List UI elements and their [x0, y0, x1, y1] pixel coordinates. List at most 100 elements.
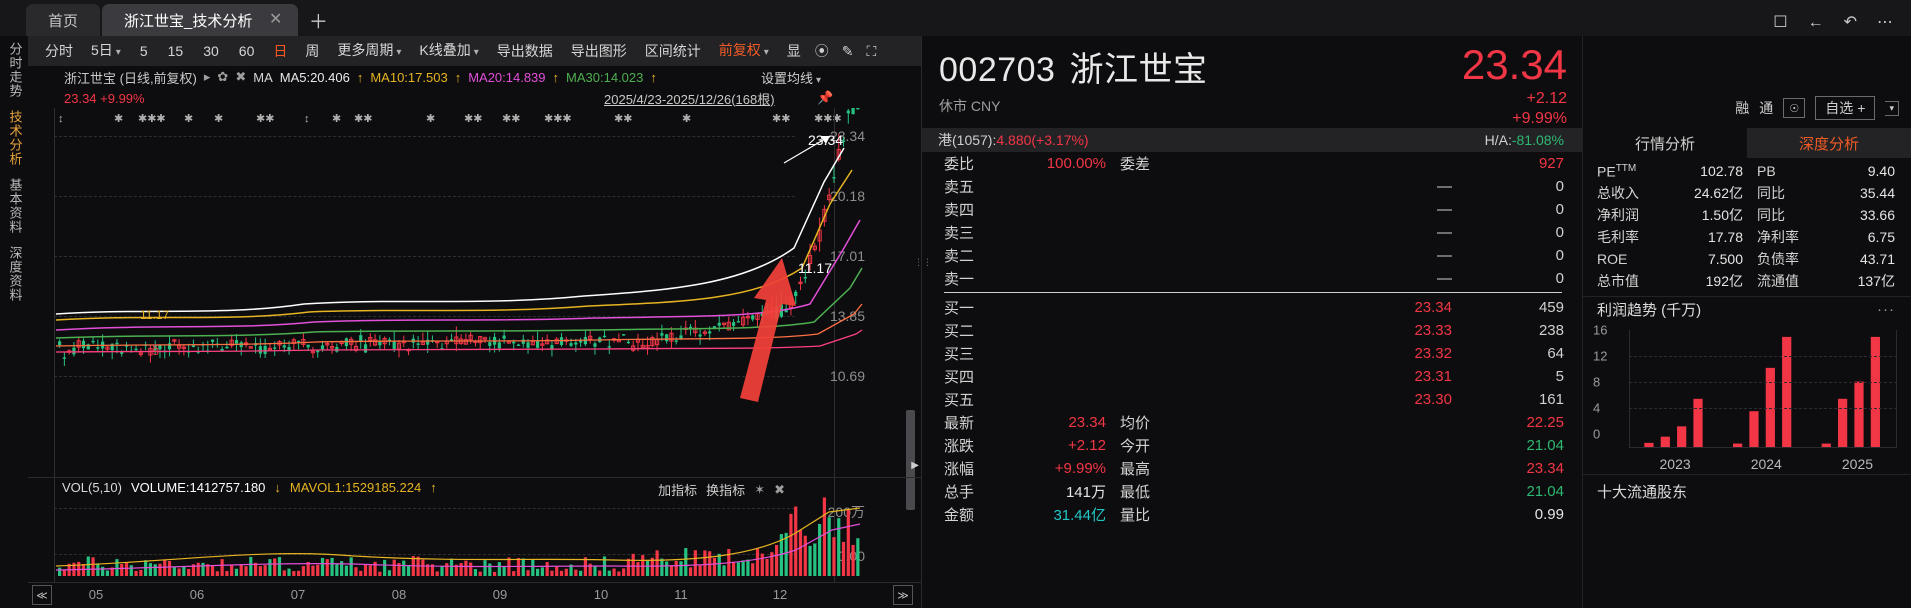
left-nav-rail: 分时走势 技术分析 基本资料 深度资料 [0, 36, 28, 608]
gear-icon[interactable]: ✿ [217, 69, 229, 84]
toolbar-show[interactable]: 显 [786, 43, 801, 59]
diff-value: 927 [1538, 155, 1564, 172]
ma10-arrow: ↑ [454, 69, 462, 85]
quote-actions: 融 通 ☉ 自选 + ▾ [1581, 36, 1911, 128]
bid-row[interactable]: 买一 23.34 459 [922, 296, 1582, 319]
quote-action-row: 融 通 ☉ 自选 + ▾ [1735, 96, 1899, 120]
rail-item-minute[interactable]: 分时走势 [7, 42, 23, 98]
tab-technical-analysis[interactable]: 浙江世宝_技术分析 ✕ [102, 4, 299, 36]
toolbar-icon-group: ⦿ ✎ ⛶ [805, 44, 877, 58]
bid-price: 23.33 [1414, 322, 1452, 339]
change-indicator-button[interactable]: 换指标 [706, 483, 746, 498]
ask-label: 卖五 [944, 179, 975, 196]
chart-section-marker: § [152, 342, 160, 357]
toolbar-range-stats[interactable]: 区间统计 [644, 43, 701, 59]
toolbar-daily[interactable]: 日 [273, 43, 288, 59]
rail-item-fundamental[interactable]: 基本资料 [7, 178, 23, 234]
vertical-scrollbar[interactable] [906, 410, 915, 510]
close-icon[interactable]: ✕ [268, 11, 283, 28]
metric-row: ROE 7.500 负债率 43.71 [1583, 248, 1911, 270]
top-holders-title[interactable]: 十大流通股东 [1583, 474, 1911, 502]
time-axis-tick: 10 [593, 587, 609, 602]
rail-item-technical[interactable]: 技术分析 [7, 110, 23, 166]
connect-badge[interactable]: 通 [1759, 100, 1774, 116]
set-ma-button[interactable]: 设置均线 ▾ [761, 68, 821, 87]
toolbar-minute[interactable]: 分时 [45, 43, 73, 59]
ask-row[interactable]: 卖三 — 0 [922, 221, 1582, 244]
tab-market-analysis[interactable]: 行情分析 [1583, 128, 1747, 158]
stat-label2: 最高 [1120, 461, 1151, 478]
add-watchlist-button[interactable]: 自选 + [1815, 96, 1876, 120]
bid-row[interactable]: 买四 23.31 5 [922, 365, 1582, 388]
ask-row[interactable]: 卖五 — 0 [922, 175, 1582, 198]
window-icon[interactable]: ☐ [1773, 14, 1788, 31]
profit-ytick: 0 [1593, 426, 1601, 442]
play-icon[interactable]: ▸ [203, 69, 211, 84]
order-book: 委比 100.00% 委差 927 卖五 — 0 卖四 — 0 卖三 — 0 卖二 — 0 卖一… [922, 152, 1582, 526]
bell-icon[interactable]: ☉ [1783, 98, 1806, 118]
ask-volume: 0 [1555, 178, 1564, 195]
bid-label: 买二 [944, 323, 975, 340]
mavol-arrow: ↑ [430, 480, 437, 495]
bid-volume: 161 [1538, 391, 1564, 408]
back-arrow-icon[interactable]: ← [1807, 14, 1824, 31]
toolbar-adjust-label: 前复权 [718, 41, 761, 58]
ask-row[interactable]: 卖二 — 0 [922, 244, 1582, 267]
toolbar-export-data[interactable]: 导出数据 [496, 43, 553, 59]
ask-row[interactable]: 卖四 — 0 [922, 198, 1582, 221]
tab-deep-analysis[interactable]: 深度分析 [1747, 128, 1911, 158]
quote-name-row: 002703 浙江世宝 [939, 42, 1241, 91]
toolbar-5day[interactable]: 5日 ▾ [82, 35, 130, 68]
ask-label: 卖二 [944, 248, 975, 265]
chart-date-range[interactable]: 2025/4/23-2025/12/26(168根) [604, 91, 775, 107]
stat-row: 金额 31.44亿 量比 0.99 [922, 503, 1582, 526]
candlestick-chart[interactable]: ↕ ✱ ✱✱✱ ✱ ✱ ✱✱ ↕ ✱ ✱✱ ✱ ✱✱ ✱✱ ✱✱✱ ✱✱ ✱ ✱✱ ✱… [28, 108, 932, 510]
toolbar-30min[interactable]: 30 [203, 43, 219, 59]
gear-icon[interactable]: ✶ [754, 481, 766, 497]
profit-xtick: 2024 [1750, 456, 1782, 472]
pin-icon[interactable]: 📌 [817, 90, 834, 105]
mavol-value: MAVOL1:1529185.224 [289, 480, 422, 495]
tab-home[interactable]: 首页 [26, 4, 101, 36]
toolbar-5min[interactable]: 5 [139, 43, 148, 59]
toolbar-more-periods[interactable]: 更多周期 ▾ [328, 35, 410, 68]
more-icon[interactable]: ⋯ [1877, 14, 1893, 31]
undo-icon[interactable]: ↶ [1843, 14, 1857, 31]
toolbar-weekly[interactable]: 周 [305, 43, 320, 59]
ma5-arrow: ↑ [356, 69, 364, 85]
circle-check-icon[interactable]: ⦿ [814, 43, 829, 59]
ask-volume: 0 [1555, 247, 1564, 264]
new-tab-icon[interactable]: ＋ [308, 11, 328, 33]
more-options-icon[interactable]: ··· [1877, 301, 1895, 318]
bid-row[interactable]: 买二 23.33 238 [922, 319, 1582, 342]
toolbar-60min[interactable]: 60 [238, 43, 255, 59]
price-axis-tick: 17.01 [829, 248, 865, 264]
bid-price: 23.34 [1414, 299, 1452, 316]
time-axis-tick: 12 [772, 587, 788, 602]
add-indicator-button[interactable]: 加指标 [658, 483, 698, 498]
bid-row[interactable]: 买五 23.30 161 [922, 388, 1582, 411]
toolbar-adjust[interactable]: 前复权 ▾ [710, 35, 778, 68]
toolbar-overlay[interactable]: K线叠加 ▾ [410, 35, 487, 68]
close-icon[interactable]: ✖ [774, 481, 785, 497]
stat-label: 总手 [944, 484, 975, 501]
toolbar-export-chart[interactable]: 导出图形 [570, 43, 627, 59]
profit-xtick: 2025 [1841, 456, 1874, 472]
close-indicator-icon[interactable]: ✖ [235, 69, 247, 84]
watchlist-dropdown-icon[interactable]: ▾ [1885, 100, 1899, 116]
brush-icon[interactable]: ✎ [841, 43, 854, 59]
toolbar-15min[interactable]: 15 [167, 43, 184, 59]
panel-resize-grip[interactable]: ⋮⋮ [914, 258, 932, 276]
expand-right-icon[interactable]: ▶ [911, 460, 919, 471]
volume-panel[interactable]: VOL(5,10) VOLUME:1412757.180 ↓ MAVOL1:15… [28, 477, 921, 582]
fullscreen-icon[interactable]: ⛶ [866, 43, 877, 59]
callout-leader [783, 135, 831, 164]
scroll-left-button[interactable]: ≪ [32, 585, 52, 605]
bid-row[interactable]: 买三 23.32 64 [922, 342, 1582, 365]
margin-badge[interactable]: 融 [1735, 100, 1750, 116]
toolbar-overlay-label: K线叠加 [419, 41, 471, 58]
scroll-right-button[interactable]: ≫ [893, 585, 913, 605]
stat-value2: 21.04 [1526, 437, 1564, 454]
rail-item-deep[interactable]: 深度资料 [7, 246, 23, 302]
ask-row[interactable]: 卖一 — 0 [922, 267, 1582, 290]
